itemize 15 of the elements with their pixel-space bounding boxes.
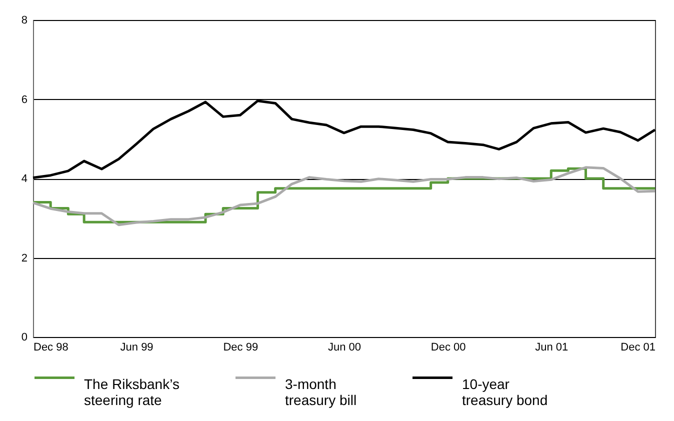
x-tick-label: Jun 00 — [328, 342, 362, 354]
x-tick-label: Dec 98 — [34, 342, 68, 354]
legend-label: The Riksbank’s steering rate — [84, 376, 180, 408]
legend-label: 3-month treasury bill — [285, 376, 357, 408]
x-tick-label: Dec 01 — [620, 342, 656, 354]
y-tick-label: 8 — [21, 14, 28, 26]
x-tick-label: Jun 99 — [120, 342, 154, 354]
x-tick-label: Dec 00 — [430, 342, 466, 354]
y-tick-label: 4 — [21, 173, 28, 185]
y-tick-label: 2 — [21, 252, 28, 264]
y-tick-label: 0 — [21, 332, 28, 344]
x-tick-label: Jun 01 — [535, 342, 568, 354]
x-tick-label: Dec 99 — [223, 342, 258, 354]
legend-label: 10-year treasury bond — [462, 376, 548, 408]
y-tick-label: 6 — [21, 94, 28, 106]
